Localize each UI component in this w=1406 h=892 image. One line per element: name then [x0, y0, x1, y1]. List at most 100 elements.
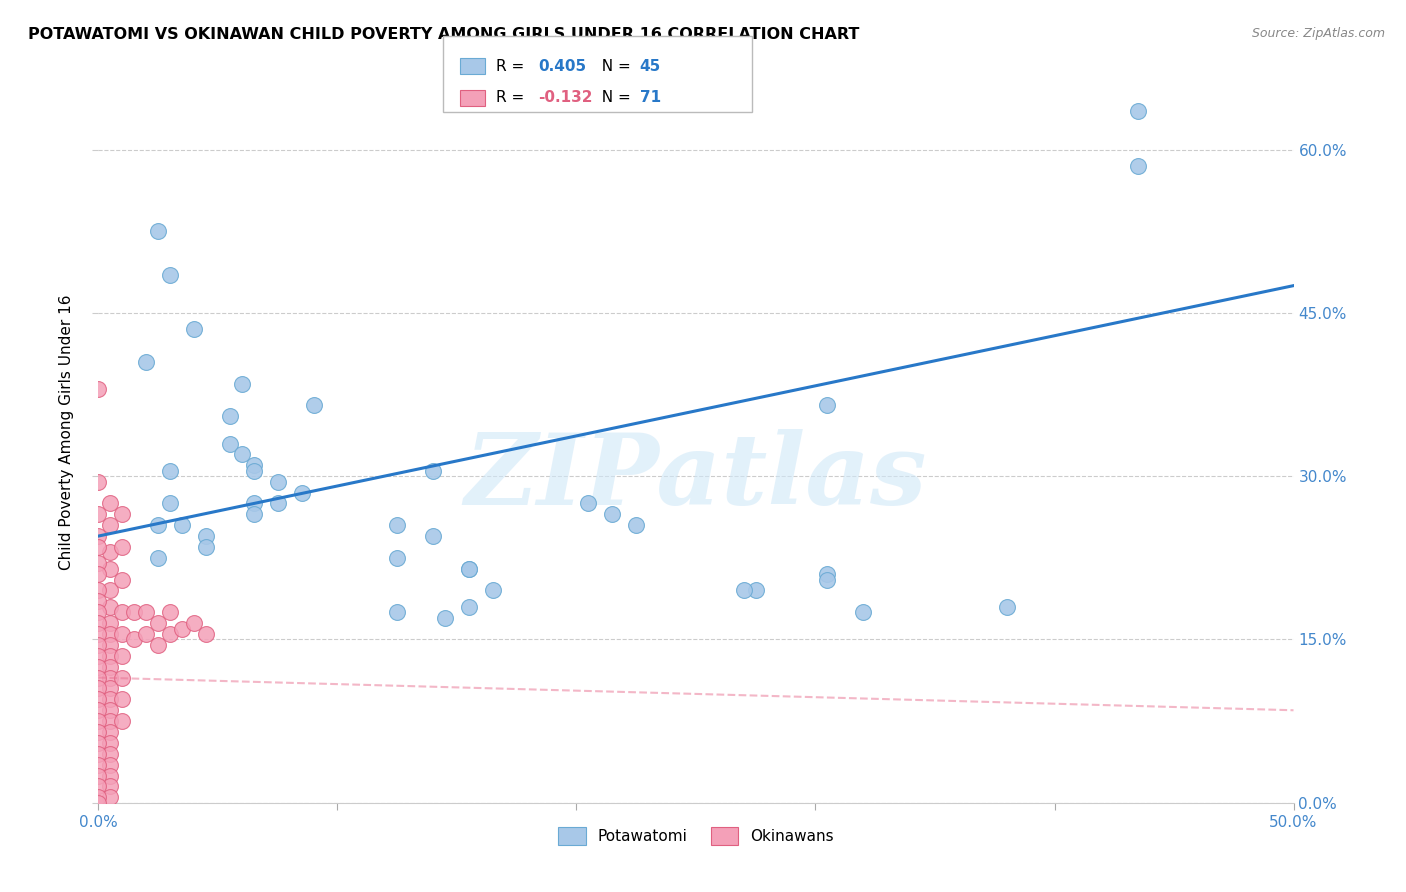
Point	[98, 780, 122, 794]
Point	[172, 518, 194, 533]
Point	[159, 605, 181, 619]
Point	[135, 605, 157, 619]
Point	[1128, 159, 1150, 173]
Point	[291, 485, 314, 500]
Point	[385, 550, 409, 565]
Point	[87, 648, 110, 663]
Point	[124, 632, 146, 647]
Point	[98, 681, 122, 696]
Point	[98, 648, 122, 663]
Point	[87, 475, 110, 489]
Point	[98, 703, 122, 717]
Legend: Potawatomi, Okinawans: Potawatomi, Okinawans	[553, 821, 839, 851]
Point	[87, 757, 110, 772]
Point	[87, 790, 110, 805]
Point	[98, 616, 122, 631]
Y-axis label: Child Poverty Among Girls Under 16: Child Poverty Among Girls Under 16	[59, 295, 75, 570]
Point	[98, 757, 122, 772]
Point	[267, 475, 290, 489]
Point	[98, 790, 122, 805]
Point	[98, 627, 122, 641]
Point	[87, 703, 110, 717]
Text: POTAWATOMI VS OKINAWAN CHILD POVERTY AMONG GIRLS UNDER 16 CORRELATION CHART: POTAWATOMI VS OKINAWAN CHILD POVERTY AMO…	[28, 27, 859, 42]
Point	[626, 518, 648, 533]
Text: -0.132: -0.132	[538, 90, 593, 105]
Point	[434, 611, 457, 625]
Point	[87, 594, 110, 608]
Point	[159, 496, 181, 510]
Point	[98, 518, 122, 533]
Point	[195, 627, 218, 641]
Point	[148, 550, 170, 565]
Point	[87, 780, 110, 794]
Point	[815, 573, 838, 587]
Point	[111, 692, 134, 706]
Point	[87, 529, 110, 543]
Text: N =: N =	[592, 59, 636, 73]
Point	[87, 796, 110, 810]
Point	[385, 518, 409, 533]
Point	[111, 508, 134, 522]
Point	[98, 671, 122, 685]
Point	[111, 540, 134, 554]
Point	[98, 747, 122, 761]
Point	[87, 659, 110, 673]
Point	[98, 714, 122, 728]
Point	[87, 692, 110, 706]
Point	[98, 725, 122, 739]
Point	[98, 562, 122, 576]
Point	[458, 562, 481, 576]
Text: 71: 71	[640, 90, 661, 105]
Point	[98, 496, 122, 510]
Point	[183, 616, 205, 631]
Point	[148, 638, 170, 652]
Point	[87, 382, 110, 396]
Point	[87, 556, 110, 570]
Point	[87, 638, 110, 652]
Text: 0.405: 0.405	[538, 59, 586, 73]
Point	[995, 599, 1018, 614]
Point	[243, 496, 266, 510]
Text: N =: N =	[592, 90, 636, 105]
Point	[111, 648, 134, 663]
Point	[87, 747, 110, 761]
Point	[87, 508, 110, 522]
Text: ZIPatlas: ZIPatlas	[465, 429, 927, 525]
Point	[98, 599, 122, 614]
Point	[98, 638, 122, 652]
Point	[98, 736, 122, 750]
Point	[87, 540, 110, 554]
Point	[172, 622, 194, 636]
Point	[231, 447, 253, 461]
Point	[159, 268, 181, 282]
Point	[98, 768, 122, 782]
Point	[148, 224, 170, 238]
Point	[481, 583, 505, 598]
Point	[148, 616, 170, 631]
Point	[243, 464, 266, 478]
Point	[87, 671, 110, 685]
Text: Source: ZipAtlas.com: Source: ZipAtlas.com	[1251, 27, 1385, 40]
Text: R =: R =	[496, 90, 530, 105]
Point	[111, 627, 134, 641]
Point	[219, 409, 242, 424]
Point	[87, 725, 110, 739]
Point	[87, 736, 110, 750]
Point	[159, 627, 181, 641]
Point	[159, 464, 181, 478]
Point	[385, 605, 409, 619]
Point	[815, 398, 838, 412]
Point	[87, 681, 110, 696]
Point	[87, 616, 110, 631]
Point	[302, 398, 325, 412]
Point	[183, 322, 205, 336]
Point	[578, 496, 600, 510]
Point	[87, 567, 110, 582]
Point	[98, 583, 122, 598]
Point	[111, 671, 134, 685]
Point	[815, 567, 838, 582]
Point	[135, 627, 157, 641]
Point	[195, 529, 218, 543]
Point	[422, 464, 444, 478]
Point	[135, 355, 157, 369]
